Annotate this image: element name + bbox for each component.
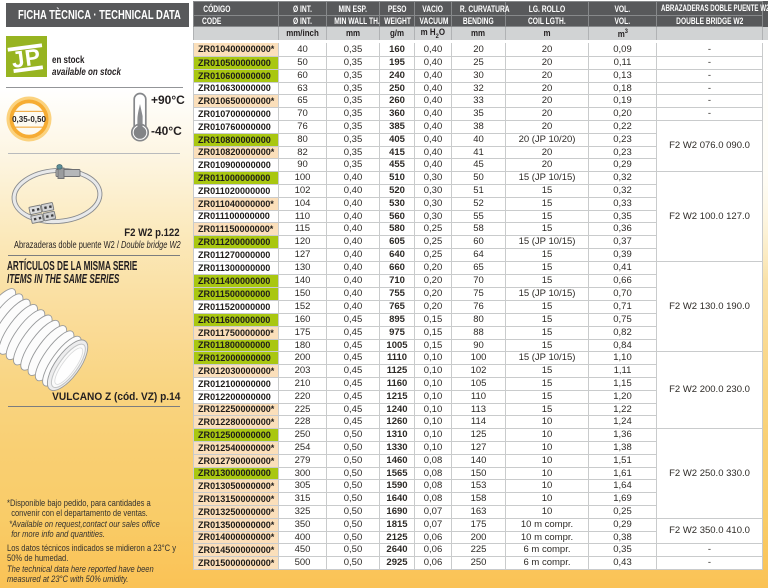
svg-text:JP: JP bbox=[10, 43, 42, 73]
svg-text:0,35-0,50: 0,35-0,50 bbox=[12, 115, 46, 124]
